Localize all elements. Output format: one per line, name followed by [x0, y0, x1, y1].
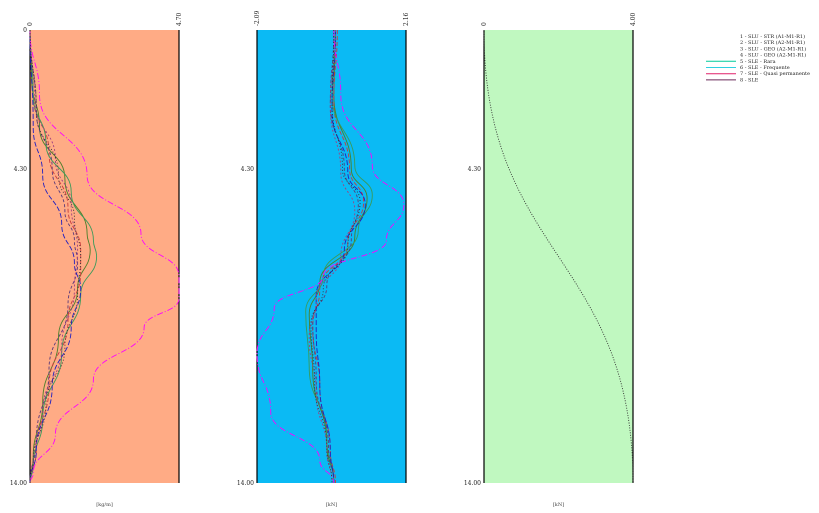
legend: 1 - SLU - STR (A1-M1-R1)2 - SLU - STR (A… — [706, 33, 810, 83]
y-tick-label: 4.30 — [241, 166, 255, 173]
legend-label: 5 - SLE - Rara — [740, 59, 776, 65]
series-line-6 — [256, 29, 405, 484]
legend-label: 2 - SLU - STR (A2-M1-R1) — [740, 39, 805, 46]
x-tick-label: 4.00 — [630, 12, 637, 26]
x-axis-label: [kN] — [553, 502, 564, 508]
x-axis-label: [kN] — [326, 502, 337, 508]
legend-label: 3 - SLU - GEO (A2-M1-R1) — [740, 45, 806, 52]
series-line-5 — [29, 29, 82, 484]
x-tick-label: 4.70 — [176, 12, 183, 26]
y-tick-label: 14.00 — [237, 480, 254, 487]
x-tick-label: 0 — [481, 22, 488, 26]
plot-background — [30, 30, 179, 483]
y-tick-label: 4.30 — [14, 166, 28, 173]
chart-panel-middle: -2.09 2.16 4.30 14.00 [kN] — [237, 10, 410, 508]
series-line-6 — [29, 29, 180, 484]
x-tick-label: 2.16 — [403, 12, 410, 26]
x-axis-label: [kg/m] — [96, 502, 113, 508]
y-tick-label: 0 — [23, 27, 27, 34]
legend-label: 7 - SLE - Quasi permanente — [740, 71, 810, 77]
series-line-8 — [310, 29, 361, 484]
series-line-3 — [29, 29, 98, 484]
series-line-3 — [305, 29, 373, 484]
legend-label: 8 - SLE — [740, 77, 759, 83]
series-line-1 — [483, 29, 634, 484]
plot-background — [257, 30, 406, 483]
series-line-8 — [29, 29, 82, 484]
series-line-2 — [312, 29, 365, 484]
x-tick-label: 0 — [27, 22, 34, 26]
series-line-4 — [29, 29, 79, 484]
chart-panel-right: 0 4.00 4.30 14.00 [kN] — [464, 12, 637, 508]
chart-panel-left: 0 4.70 0 4.30 14.00 [kg/m] — [10, 12, 183, 508]
legend-label: 1 - SLU - STR (A1-M1-R1) — [740, 33, 805, 40]
y-tick-label: 4.30 — [468, 166, 482, 173]
y-tick-label: 14.00 — [464, 480, 481, 487]
y-tick-label: 14.00 — [10, 480, 27, 487]
series-line-7 — [308, 29, 356, 484]
legend-label: 6 - SLE - Frequente — [740, 65, 790, 71]
legend-label: 4 - SLU - GEO (A2-M1-R1) — [740, 52, 806, 59]
series-line-1 — [29, 29, 91, 484]
x-tick-label: -2.09 — [254, 10, 261, 26]
